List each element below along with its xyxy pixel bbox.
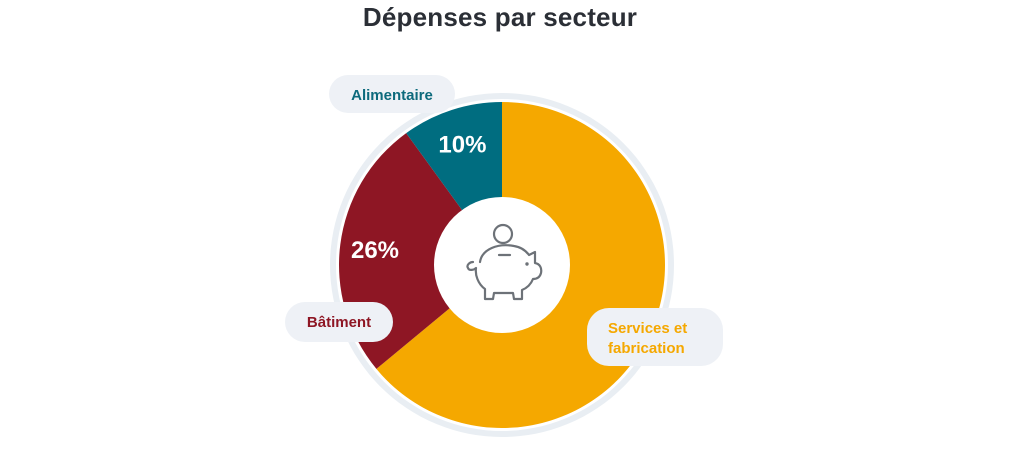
chart-title: Dépenses par secteur [362,2,638,32]
piggy-bank-icon [466,223,543,301]
percent-label-batiment: 26% [351,237,399,264]
legend-label-services-line2: fabrication [608,340,685,357]
legend-pill-services: Services et fabrication [587,308,723,366]
legend-label-services-line1: Services et [608,320,687,337]
legend-pill-batiment: Bâtiment [285,302,393,342]
legend-label-batiment: Bâtiment [307,314,371,331]
percent-label-alimentaire: 10% [438,131,486,158]
legend-label-alimentaire: Alimentaire [351,87,433,104]
center-disc [434,197,570,333]
legend-pill-alimentaire: Alimentaire [329,75,455,113]
slice-alimentaire [406,102,502,214]
